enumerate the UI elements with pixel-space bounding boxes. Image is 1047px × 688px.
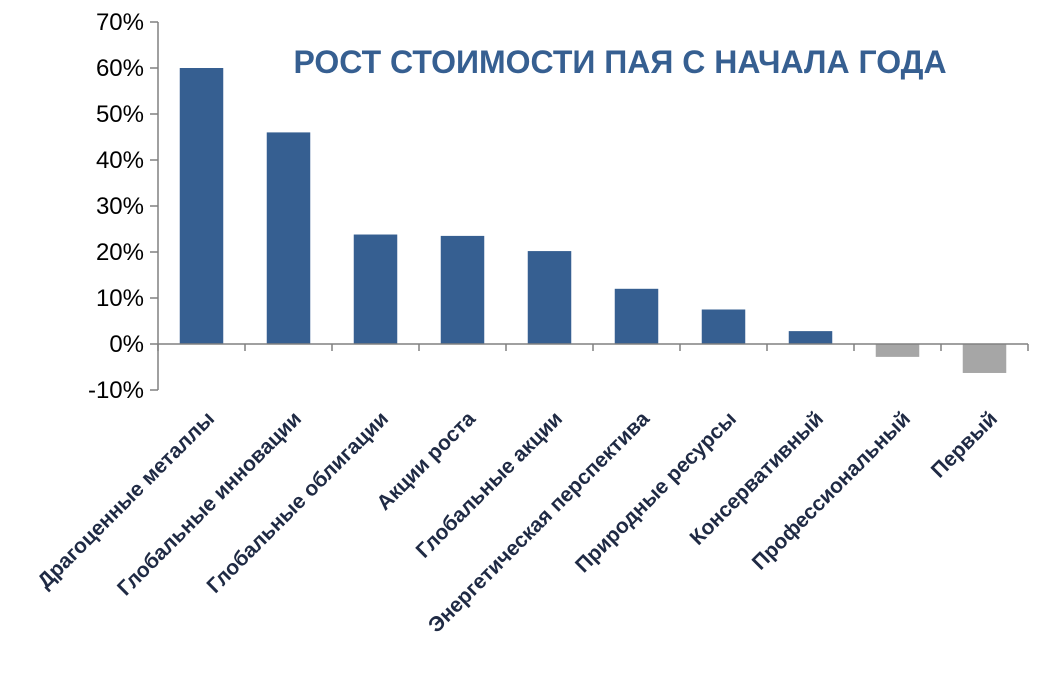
bar [788, 331, 833, 344]
y-tick-label: 40% [96, 147, 144, 174]
x-category-label: Глобальные акции [412, 407, 567, 562]
bar [266, 132, 311, 344]
bars [179, 68, 1007, 373]
y-tick-label: 30% [96, 193, 144, 220]
x-category-label: Драгоценные металлы [33, 407, 219, 593]
y-axis-ticks: -10% 0% 10% 20% 30% 40% 50% 60% 70% [88, 9, 158, 404]
bar [440, 235, 485, 344]
y-tick-label: 0% [109, 331, 144, 358]
y-tick-label: 20% [96, 239, 144, 266]
y-tick-label: -10% [88, 377, 144, 404]
y-tick-label: 50% [96, 101, 144, 128]
x-category-label: Профессиональный [748, 407, 915, 574]
bar [353, 234, 398, 344]
x-category-label: Глобальные инновации [113, 407, 306, 600]
y-tick-label: 70% [96, 9, 144, 36]
y-tick-label: 10% [96, 285, 144, 312]
bar [614, 288, 659, 344]
bar [962, 344, 1007, 373]
chart-title: РОСТ СТОИМОСТИ ПАЯ С НАЧАЛА ГОДА [293, 44, 946, 80]
bar [701, 309, 746, 344]
x-category-label: Глобальные облигации [202, 407, 393, 598]
axes [157, 22, 1029, 390]
bar [875, 344, 920, 357]
x-category-label: Природные ресурсы [571, 407, 741, 577]
bar [527, 251, 572, 344]
x-category-label: Первый [927, 407, 1002, 482]
bar [179, 68, 224, 344]
y-tick-label: 60% [96, 55, 144, 82]
